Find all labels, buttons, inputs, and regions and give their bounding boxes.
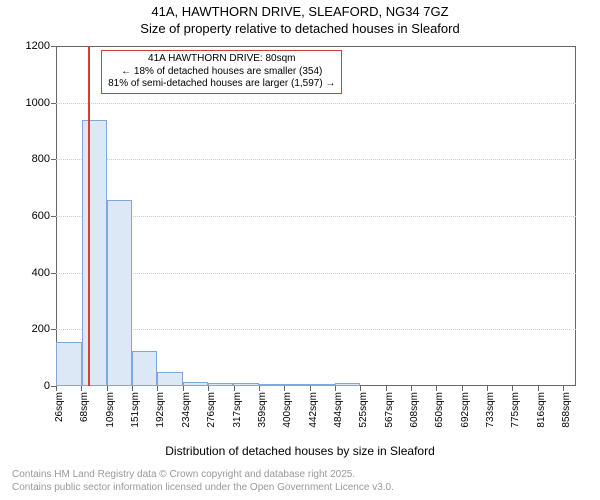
xtick-label: 692sqm bbox=[460, 392, 471, 428]
histogram-bar bbox=[284, 384, 310, 386]
property-marker-line bbox=[88, 46, 90, 386]
gridline-h bbox=[56, 216, 576, 217]
xtick-mark bbox=[487, 386, 488, 391]
gridline-h bbox=[56, 273, 576, 274]
callout-line: ← 18% of detached houses are smaller (35… bbox=[108, 66, 335, 79]
ytick-label: 0 bbox=[44, 380, 56, 392]
xtick-mark bbox=[259, 386, 260, 391]
histogram-bar bbox=[310, 384, 336, 386]
xtick-mark bbox=[436, 386, 437, 391]
chart-title: 41A, HAWTHORN DRIVE, SLEAFORD, NG34 7GZ … bbox=[0, 4, 600, 38]
x-axis-label: Distribution of detached houses by size … bbox=[0, 444, 600, 458]
footer-line1: Contains HM Land Registry data © Crown c… bbox=[12, 469, 394, 482]
plot-area: 02004006008001000120026sqm68sqm109sqm151… bbox=[56, 46, 576, 386]
xtick-mark bbox=[157, 386, 158, 391]
xtick-label: 26sqm bbox=[54, 392, 65, 422]
xtick-label: 775sqm bbox=[510, 392, 521, 428]
callout-line: 41A HAWTHORN DRIVE: 80sqm bbox=[108, 53, 335, 66]
histogram-bar bbox=[157, 372, 183, 386]
histogram-bar bbox=[208, 383, 233, 386]
xtick-mark bbox=[512, 386, 513, 391]
histogram-bar bbox=[132, 351, 157, 386]
xtick-label: 151sqm bbox=[130, 392, 141, 428]
xtick-label: 858sqm bbox=[561, 392, 572, 428]
gridline-h bbox=[56, 329, 576, 330]
xtick-mark bbox=[234, 386, 235, 391]
ytick-label: 800 bbox=[32, 153, 56, 165]
histogram-bar bbox=[233, 383, 259, 386]
xtick-mark bbox=[563, 386, 564, 391]
xtick-mark bbox=[183, 386, 184, 391]
histogram-bar bbox=[183, 382, 209, 386]
xtick-mark bbox=[538, 386, 539, 391]
xtick-mark bbox=[132, 386, 133, 391]
xtick-label: 567sqm bbox=[384, 392, 395, 428]
title-line2: Size of property relative to detached ho… bbox=[0, 21, 600, 38]
xtick-mark bbox=[107, 386, 108, 391]
callout-line: 81% of semi-detached houses are larger (… bbox=[108, 78, 335, 91]
xtick-label: 608sqm bbox=[409, 392, 420, 428]
xtick-mark bbox=[81, 386, 82, 391]
xtick-label: 234sqm bbox=[181, 392, 192, 428]
ytick-label: 200 bbox=[32, 323, 56, 335]
xtick-label: 650sqm bbox=[434, 392, 445, 428]
xtick-mark bbox=[56, 386, 57, 391]
xtick-label: 484sqm bbox=[333, 392, 344, 428]
histogram-bar bbox=[335, 383, 360, 386]
gridline-h bbox=[56, 103, 576, 104]
xtick-mark bbox=[386, 386, 387, 391]
histogram-bar bbox=[107, 200, 133, 386]
title-line1: 41A, HAWTHORN DRIVE, SLEAFORD, NG34 7GZ bbox=[0, 4, 600, 21]
xtick-label: 400sqm bbox=[282, 392, 293, 428]
xtick-label: 109sqm bbox=[105, 392, 116, 428]
xtick-label: 68sqm bbox=[79, 392, 90, 422]
gridline-h bbox=[56, 159, 576, 160]
xtick-label: 442sqm bbox=[308, 392, 319, 428]
xtick-mark bbox=[335, 386, 336, 391]
footer-line2: Contains public sector information licen… bbox=[12, 482, 394, 495]
xtick-mark bbox=[360, 386, 361, 391]
xtick-label: 276sqm bbox=[206, 392, 217, 428]
xtick-label: 816sqm bbox=[536, 392, 547, 428]
ytick-label: 1200 bbox=[26, 40, 56, 52]
histogram-bar bbox=[259, 384, 284, 386]
xtick-mark bbox=[284, 386, 285, 391]
xtick-mark bbox=[208, 386, 209, 391]
xtick-label: 525sqm bbox=[358, 392, 369, 428]
ytick-label: 400 bbox=[32, 267, 56, 279]
ytick-label: 1000 bbox=[26, 97, 56, 109]
xtick-mark bbox=[462, 386, 463, 391]
xtick-label: 733sqm bbox=[485, 392, 496, 428]
footer-attribution: Contains HM Land Registry data © Crown c… bbox=[12, 469, 394, 494]
xtick-mark bbox=[310, 386, 311, 391]
histogram-bar bbox=[56, 342, 82, 386]
xtick-mark bbox=[411, 386, 412, 391]
xtick-label: 359sqm bbox=[257, 392, 268, 428]
histogram-bar bbox=[82, 120, 107, 386]
xtick-label: 192sqm bbox=[155, 392, 166, 428]
xtick-label: 317sqm bbox=[232, 392, 243, 428]
ytick-label: 600 bbox=[32, 210, 56, 222]
callout-box: 41A HAWTHORN DRIVE: 80sqm← 18% of detach… bbox=[101, 50, 342, 94]
